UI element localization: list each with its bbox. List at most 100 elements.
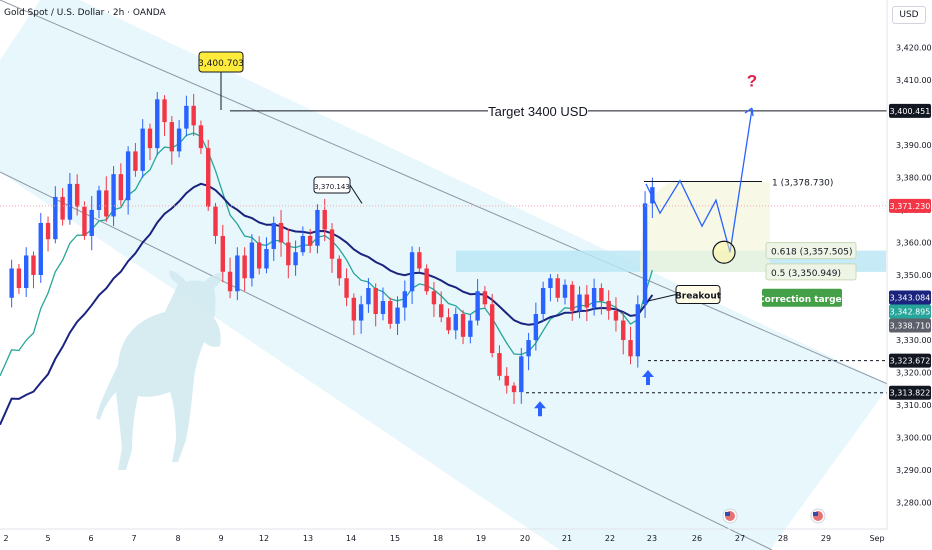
candle-up: [300, 226, 306, 256]
candle-body: [482, 291, 488, 305]
correction-circle: [712, 240, 736, 264]
candle-body: [104, 190, 109, 217]
candle-body: [293, 252, 298, 266]
candle-body: [74, 183, 80, 207]
candle-down: [278, 209, 284, 257]
candle-up: [519, 347, 524, 404]
y-tick-label: 3,300.000: [896, 434, 932, 443]
x-tick-label: 8: [175, 534, 180, 543]
candle-body: [439, 304, 444, 318]
candle-body: [53, 196, 58, 240]
candle-up: [395, 296, 400, 335]
candle-up: [540, 281, 546, 322]
event-flag-canton: [813, 512, 818, 516]
bull-icon: [96, 270, 224, 470]
up-arrow-2: [642, 369, 654, 385]
price-label-text: 3,343.084: [890, 294, 931, 303]
swing-label-pointer: [349, 184, 363, 204]
candle-body: [307, 235, 313, 246]
x-tick-label: 26: [692, 534, 702, 543]
candle-up: [235, 247, 240, 301]
candle-down: [439, 291, 444, 323]
candle-down: [555, 274, 560, 302]
candle-body: [613, 310, 619, 321]
candle-up: [111, 166, 116, 226]
candle-up: [140, 119, 145, 178]
y-tick-label: 3,330.000: [896, 336, 932, 345]
candle-body: [570, 284, 575, 311]
candle-up: [591, 278, 597, 316]
candle-down: [424, 264, 429, 295]
channel-fill: [0, 0, 890, 550]
candle-body: [286, 242, 291, 266]
candle-down: [482, 286, 488, 308]
candle-body: [147, 128, 153, 149]
up-arrow-1: [534, 401, 546, 417]
candle-down: [169, 116, 175, 165]
candle-body: [526, 340, 531, 357]
fib-0618-bg: [765, 242, 857, 260]
y-tick-label: 3,310.000: [896, 401, 932, 410]
candle-down: [16, 263, 22, 295]
candle-down: [570, 281, 575, 321]
candle-body: [111, 174, 116, 217]
candle-up: [577, 286, 582, 319]
channel-lower-line: [0, 171, 773, 550]
candle-down: [489, 293, 495, 358]
candle-up: [24, 247, 29, 298]
price-label-red: [889, 198, 931, 213]
candle-up: [293, 240, 298, 276]
target-label: Target 3400 USD: [488, 104, 588, 119]
candle-body: [344, 278, 349, 298]
x-tick-label: 19: [476, 534, 486, 543]
candle-down: [307, 229, 313, 254]
candle-down: [206, 139, 211, 211]
candle-body: [642, 203, 648, 305]
candle-up: [642, 191, 648, 318]
candle-body: [96, 190, 102, 210]
swing-label: 3,370.143: [314, 183, 350, 191]
candle-up: [475, 279, 480, 326]
candle-down: [213, 202, 218, 244]
candle-body: [584, 294, 590, 308]
candle-down: [118, 163, 124, 207]
y-tick-label: 3,380.000: [896, 173, 932, 182]
candle-down: [344, 268, 349, 307]
question-mark: ?: [747, 71, 757, 90]
price-label-text: 3,400.451: [890, 107, 931, 116]
price-label-text: 3,338.710: [890, 322, 931, 331]
candle-body: [409, 252, 415, 292]
projection-arrowhead: [744, 107, 754, 117]
candle-body: [562, 284, 568, 298]
candle-down: [337, 255, 342, 286]
correction-target-label: Correction target: [758, 295, 847, 305]
candle-up: [526, 332, 531, 371]
candle-body: [548, 278, 553, 289]
candle-body: [227, 271, 233, 292]
candle-down: [82, 201, 87, 240]
candle-body: [337, 258, 342, 279]
x-tick-label: 29: [821, 534, 831, 543]
x-tick-label: 12: [259, 534, 269, 543]
candle-down: [286, 228, 291, 279]
candle-up: [548, 274, 553, 302]
candle-body: [395, 307, 400, 324]
candle-body: [388, 301, 393, 324]
candle-up: [53, 186, 58, 244]
y-tick-label: 3,420.000: [896, 43, 932, 52]
currency-badge[interactable]: USD: [892, 6, 926, 24]
event-flag-icon[interactable]: [810, 508, 826, 524]
y-tick-label: 3,280.000: [896, 499, 932, 508]
event-flag-icon[interactable]: [722, 508, 738, 524]
candle-body: [540, 288, 546, 315]
candle-body: [424, 268, 429, 292]
candle-body: [417, 252, 422, 269]
candle-down: [191, 93, 196, 137]
candle-up: [176, 119, 182, 158]
candle-body: [67, 183, 73, 220]
candle-up: [453, 307, 458, 340]
candle-body: [176, 128, 182, 152]
price-label-teal: [889, 304, 931, 319]
